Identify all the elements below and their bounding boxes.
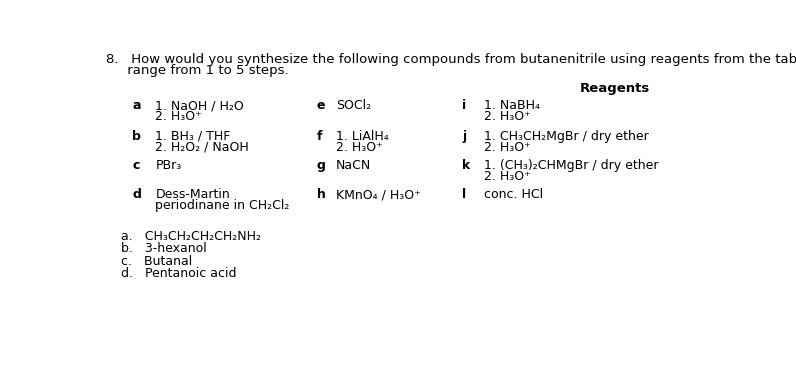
Text: conc. HCl: conc. HCl xyxy=(484,188,543,201)
Text: 1. NaOH / H₂O: 1. NaOH / H₂O xyxy=(155,99,244,112)
Text: 1. BH₃ / THF: 1. BH₃ / THF xyxy=(155,130,231,143)
Text: 1. NaBH₄: 1. NaBH₄ xyxy=(484,99,540,112)
Text: KMnO₄ / H₃O⁺: KMnO₄ / H₃O⁺ xyxy=(336,188,420,201)
Text: Dess-Martin: Dess-Martin xyxy=(155,188,230,201)
Text: c.   Butanal: c. Butanal xyxy=(121,255,193,268)
Text: Reagents: Reagents xyxy=(580,82,650,95)
Text: 2. H₃O⁺: 2. H₃O⁺ xyxy=(336,141,383,154)
Text: periodinane in CH₂Cl₂: periodinane in CH₂Cl₂ xyxy=(155,199,290,212)
Text: 1. CH₃CH₂MgBr / dry ether: 1. CH₃CH₂MgBr / dry ether xyxy=(484,130,649,143)
Text: b: b xyxy=(132,130,141,143)
Text: range from 1 to 5 steps.: range from 1 to 5 steps. xyxy=(106,64,288,77)
Text: d: d xyxy=(132,188,141,201)
Text: f: f xyxy=(317,130,322,143)
Text: 2. H₃O⁺: 2. H₃O⁺ xyxy=(484,141,531,154)
Text: 2. H₃O⁺: 2. H₃O⁺ xyxy=(484,110,531,123)
Text: c: c xyxy=(132,159,139,172)
Text: b.   3-hexanol: b. 3-hexanol xyxy=(121,242,207,255)
Text: PBr₃: PBr₃ xyxy=(155,159,181,172)
Text: k: k xyxy=(462,159,470,172)
Text: g: g xyxy=(317,159,326,172)
Text: 1. (CH₃)₂CHMgBr / dry ether: 1. (CH₃)₂CHMgBr / dry ether xyxy=(484,159,658,172)
Text: 2. H₃O⁺: 2. H₃O⁺ xyxy=(155,110,202,123)
Text: a.   CH₃CH₂CH₂CH₂NH₂: a. CH₃CH₂CH₂CH₂NH₂ xyxy=(121,230,261,243)
Text: j: j xyxy=(462,130,466,143)
Text: NaCN: NaCN xyxy=(336,159,371,172)
Text: 8.   How would you synthesize the following compounds from butanenitrile using r: 8. How would you synthesize the followin… xyxy=(106,53,796,66)
Text: d.   Pentanoic acid: d. Pentanoic acid xyxy=(121,267,236,280)
Text: 2. H₂O₂ / NaOH: 2. H₂O₂ / NaOH xyxy=(155,141,249,154)
Text: i: i xyxy=(462,99,466,112)
Text: SOCl₂: SOCl₂ xyxy=(336,99,371,112)
Text: a: a xyxy=(132,99,141,112)
Text: e: e xyxy=(317,99,325,112)
Text: 2. H₃O⁺: 2. H₃O⁺ xyxy=(484,170,531,183)
Text: l: l xyxy=(462,188,466,201)
Text: 1. LiAlH₄: 1. LiAlH₄ xyxy=(336,130,388,143)
Text: h: h xyxy=(317,188,326,201)
